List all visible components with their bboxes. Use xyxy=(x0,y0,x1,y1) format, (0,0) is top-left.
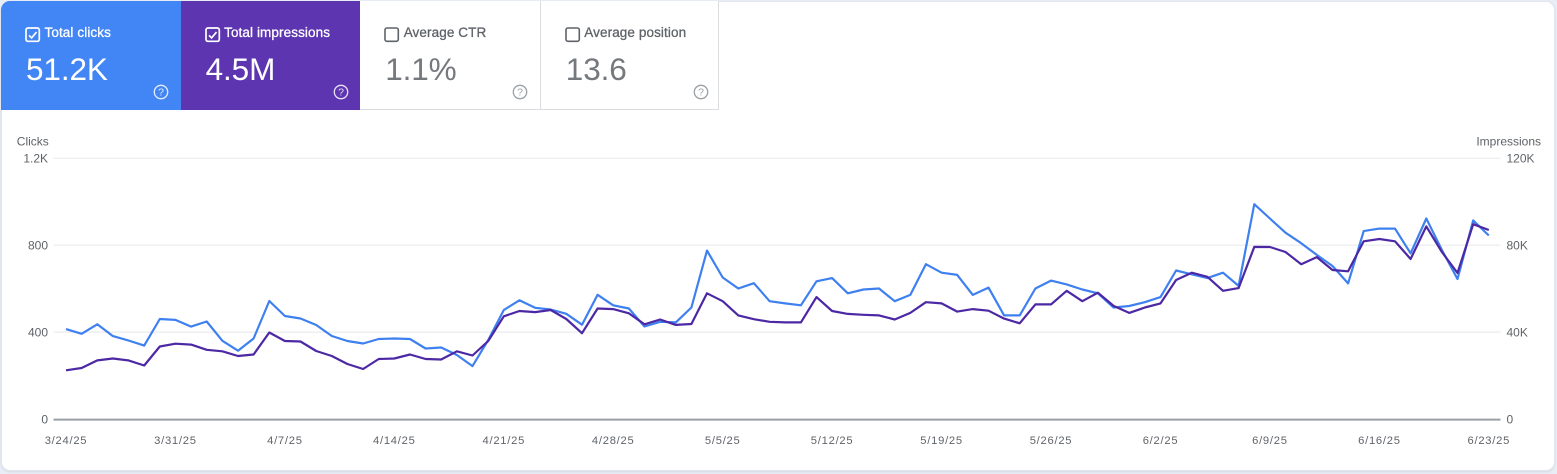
svg-text:3/24/25: 3/24/25 xyxy=(45,435,88,447)
svg-text:?: ? xyxy=(698,87,704,99)
svg-text:0: 0 xyxy=(41,413,48,427)
svg-text:5/5/25: 5/5/25 xyxy=(705,435,741,447)
svg-text:?: ? xyxy=(338,87,344,99)
svg-text:6/2/25: 6/2/25 xyxy=(1143,435,1179,447)
svg-text:0: 0 xyxy=(1507,413,1514,427)
svg-text:5/26/25: 5/26/25 xyxy=(1030,435,1073,447)
svg-text:4/14/25: 4/14/25 xyxy=(373,435,416,447)
svg-text:?: ? xyxy=(158,87,164,99)
svg-text:6/9/25: 6/9/25 xyxy=(1252,435,1288,447)
svg-text:6/23/25: 6/23/25 xyxy=(1468,435,1511,447)
svg-text:120K: 120K xyxy=(1507,152,1535,166)
svg-text:40K: 40K xyxy=(1507,325,1528,339)
svg-text:800: 800 xyxy=(28,238,48,252)
svg-text:4/7/25: 4/7/25 xyxy=(267,435,303,447)
svg-text:5/19/25: 5/19/25 xyxy=(920,435,963,447)
svg-text:5/12/25: 5/12/25 xyxy=(811,435,854,447)
svg-text:6/16/25: 6/16/25 xyxy=(1358,435,1401,447)
svg-text:4/28/25: 4/28/25 xyxy=(592,435,635,447)
svg-text:?: ? xyxy=(517,87,523,99)
svg-text:1.2K: 1.2K xyxy=(23,152,48,166)
svg-text:80K: 80K xyxy=(1507,238,1528,252)
svg-text:Clicks: Clicks xyxy=(17,134,49,148)
svg-text:Impressions: Impressions xyxy=(1476,134,1541,148)
svg-text:4/21/25: 4/21/25 xyxy=(483,435,526,447)
svg-text:3/31/25: 3/31/25 xyxy=(154,435,197,447)
svg-text:400: 400 xyxy=(28,325,48,339)
